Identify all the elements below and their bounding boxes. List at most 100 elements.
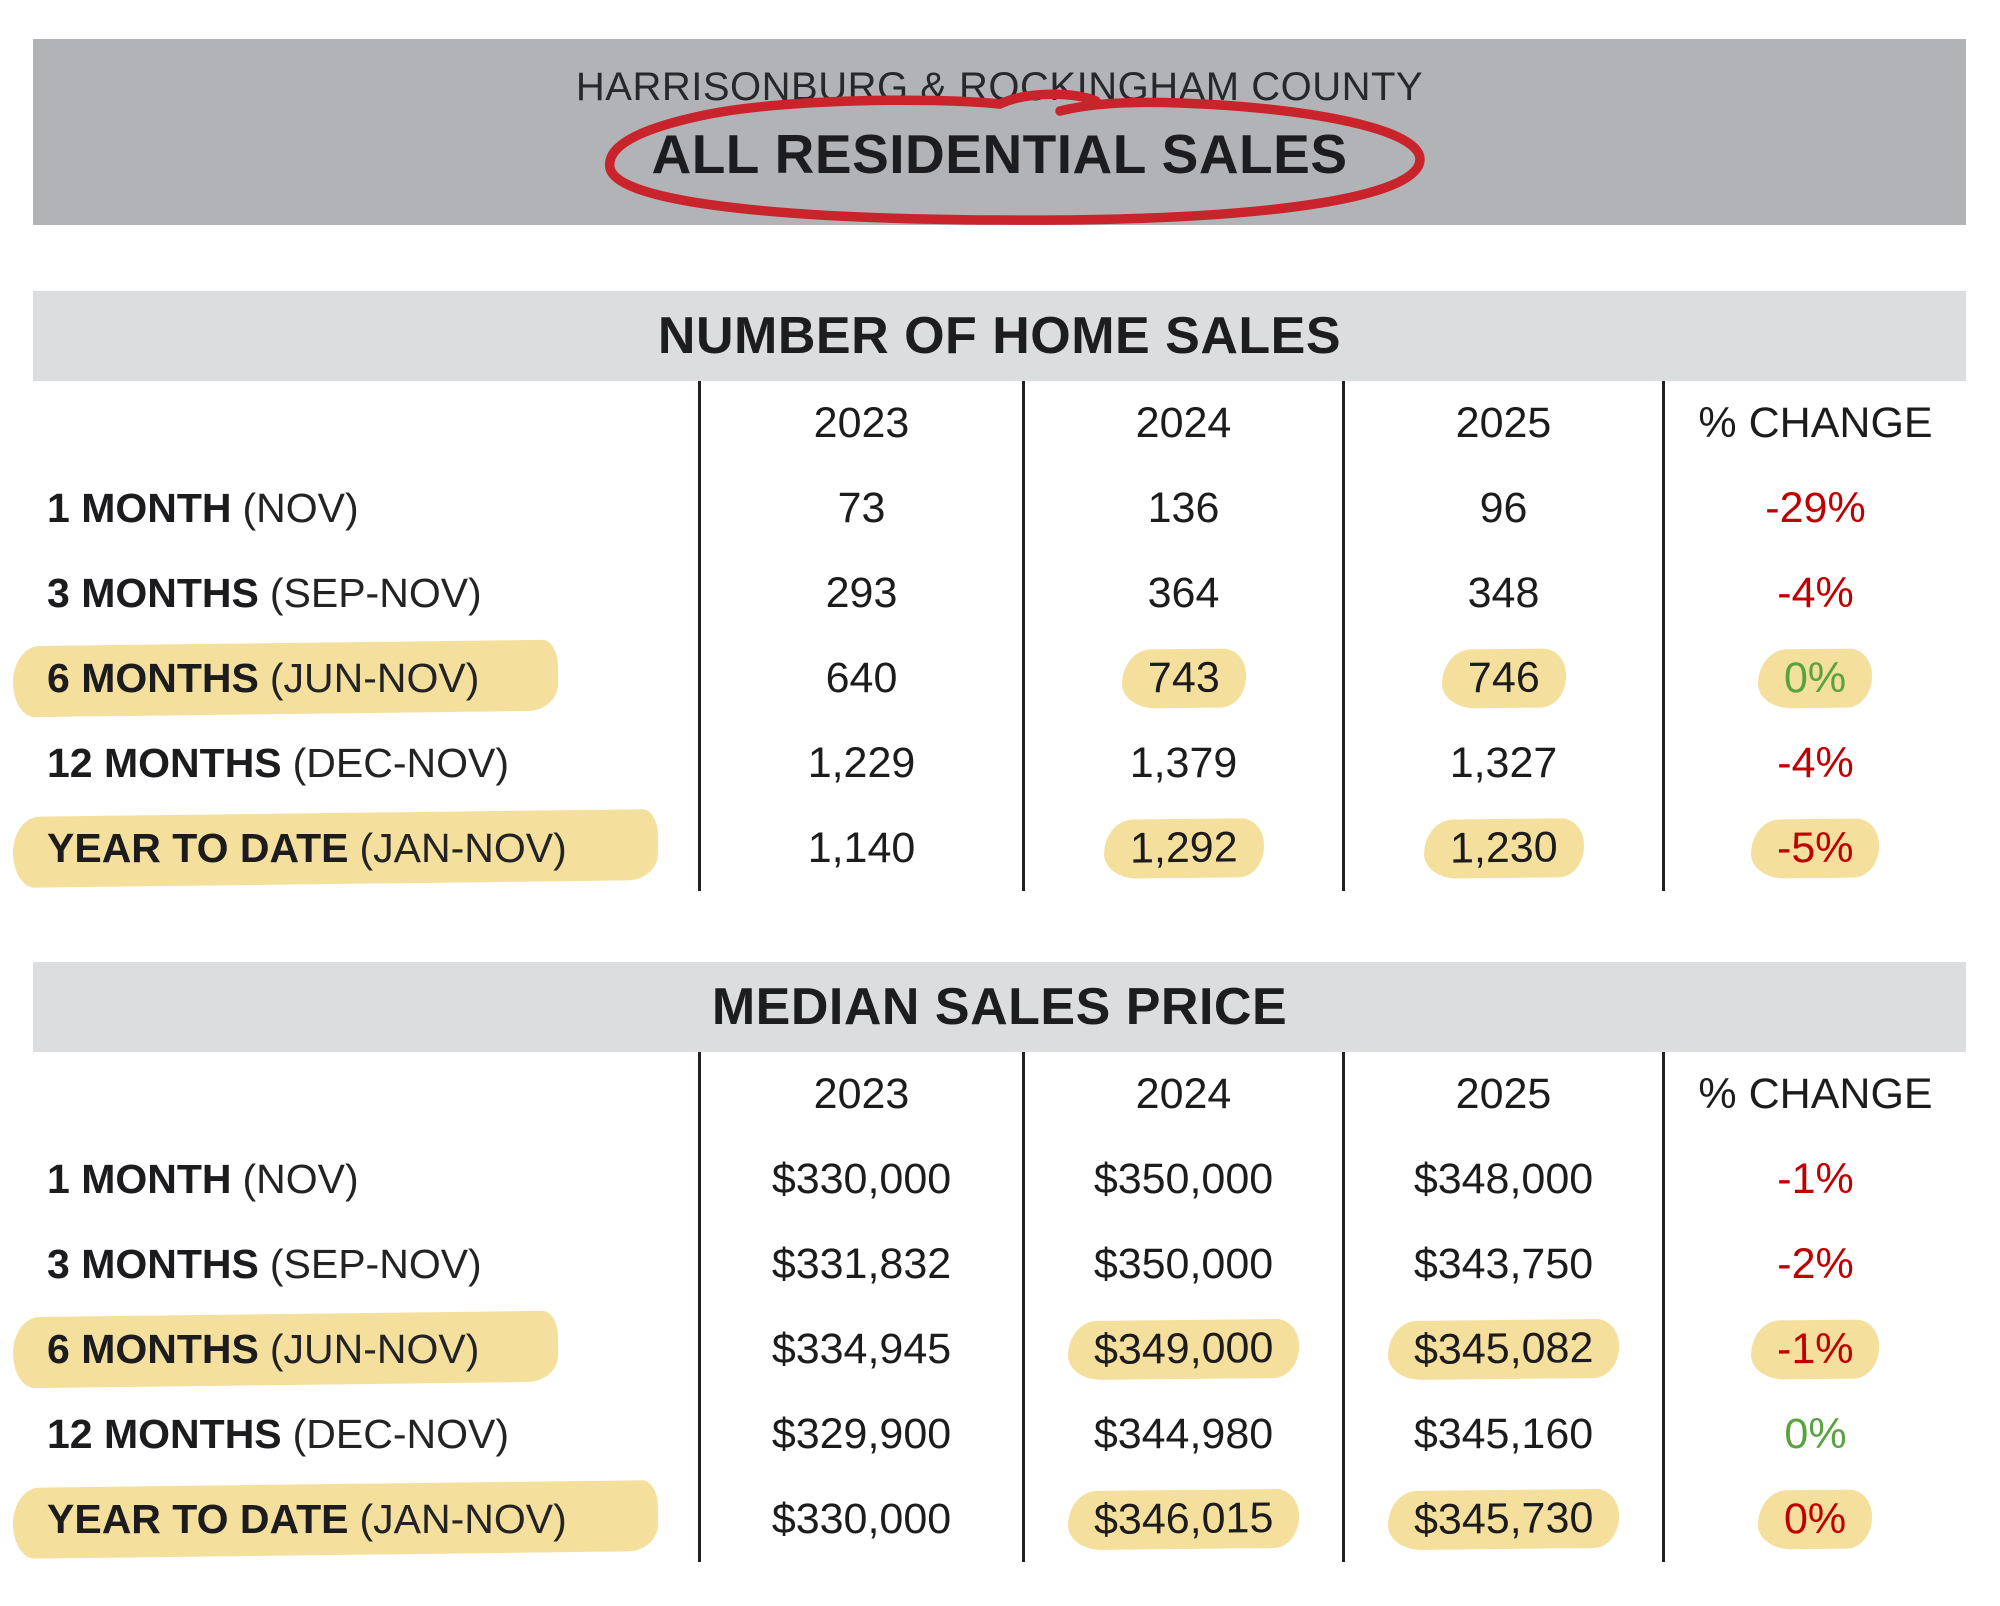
- table2-corner-cell: [33, 1052, 698, 1137]
- period-range: (SEP-NOV): [269, 1241, 482, 1287]
- highlight-mark: 743: [1121, 648, 1246, 709]
- period-range: (DEC-NOV): [292, 1411, 510, 1457]
- table2-cell-2025: $343,750: [1342, 1222, 1662, 1307]
- table2-cell-2024: $350,000: [1022, 1137, 1342, 1222]
- highlight-mark: $345,730: [1387, 1488, 1620, 1551]
- period-range: (JAN-NOV): [359, 1496, 567, 1542]
- table1-cell-2023: 1,229: [698, 721, 1022, 806]
- table1-row-label: 3 MONTHS (SEP-NOV): [33, 551, 698, 636]
- table1-cell-2023: 293: [698, 551, 1022, 636]
- table1-row-label-highlighted: 6 MONTHS (JUN-NOV): [33, 636, 698, 721]
- table2-cell-2023: $330,000: [698, 1137, 1022, 1222]
- table2-col-2025: 2025: [1342, 1052, 1662, 1137]
- highlight-mark: $345,082: [1387, 1318, 1620, 1381]
- table1-cell-change: -5%: [1662, 806, 1966, 891]
- table2-col-2023: 2023: [698, 1052, 1022, 1137]
- table2-cell-2024: $350,000: [1022, 1222, 1342, 1307]
- highlight-mark: 1,230: [1423, 818, 1584, 879]
- table1-cell-change: 0%: [1662, 636, 1966, 721]
- period-range: (NOV): [242, 485, 359, 531]
- table2-cell-change: 0%: [1662, 1477, 1966, 1562]
- table1-corner-cell: [33, 381, 698, 466]
- highlight-mark: 746: [1441, 648, 1566, 709]
- table1-cell-2024: 743: [1022, 636, 1342, 721]
- table2-row-label: 12 MONTHS (DEC-NOV): [33, 1392, 698, 1477]
- table2-cell-change: -1%: [1662, 1307, 1966, 1392]
- table-number-of-home-sales: NUMBER OF HOME SALES 2023 2024 2025 % CH…: [33, 291, 1966, 891]
- period-range: (SEP-NOV): [269, 570, 482, 616]
- table1-row-label: 1 MONTH (NOV): [33, 466, 698, 551]
- period-range: (NOV): [242, 1156, 359, 1202]
- header-county-title: HARRISONBURG & ROCKINGHAM COUNTY: [575, 65, 1424, 109]
- table1-cell-2025: 1,230: [1342, 806, 1662, 891]
- table1-col-2025: 2025: [1342, 381, 1662, 466]
- table2-cell-2024: $344,980: [1022, 1392, 1342, 1477]
- table1-cell-2023: 1,140: [698, 806, 1022, 891]
- period-label: 3 MONTHS: [47, 570, 259, 616]
- period-label: YEAR TO DATE: [47, 825, 349, 871]
- period-range: (JAN-NOV): [359, 825, 567, 871]
- table2-cell-2025: $345,082: [1342, 1307, 1662, 1392]
- table2-col-change: % CHANGE: [1662, 1052, 1966, 1137]
- table1-cell-2024: 136: [1022, 466, 1342, 551]
- highlight-mark: $349,000: [1067, 1318, 1300, 1381]
- period-label: 6 MONTHS: [47, 655, 259, 701]
- table2-col-2024: 2024: [1022, 1052, 1342, 1137]
- table1-col-2023: 2023: [698, 381, 1022, 466]
- period-label: 1 MONTH: [47, 485, 232, 531]
- table2-title: MEDIAN SALES PRICE: [33, 962, 1966, 1052]
- table2-cell-2025: $345,730: [1342, 1477, 1662, 1562]
- highlight-mark: $346,015: [1067, 1488, 1300, 1551]
- table1-cell-change: -4%: [1662, 721, 1966, 806]
- highlight-mark: 0%: [1758, 1489, 1873, 1550]
- table1-cell-2023: 640: [698, 636, 1022, 721]
- period-label: 6 MONTHS: [47, 1326, 259, 1372]
- table1-cell-change: -4%: [1662, 551, 1966, 636]
- period-range: (JUN-NOV): [269, 1326, 480, 1372]
- table2-row-label-highlighted: YEAR TO DATE (JAN-NOV): [33, 1477, 698, 1562]
- table2-cell-2023: $329,900: [698, 1392, 1022, 1477]
- table1-cell-2025: 1,327: [1342, 721, 1662, 806]
- table1-cell-2023: 73: [698, 466, 1022, 551]
- table1-cell-change: -29%: [1662, 466, 1966, 551]
- period-range: (JUN-NOV): [269, 655, 480, 701]
- period-label: 12 MONTHS: [47, 1411, 282, 1457]
- period-label: YEAR TO DATE: [47, 1496, 349, 1542]
- table1-row-label-highlighted: YEAR TO DATE (JAN-NOV): [33, 806, 698, 891]
- table2-cell-change: -1%: [1662, 1137, 1966, 1222]
- table1-row-label: 12 MONTHS (DEC-NOV): [33, 721, 698, 806]
- table2-cell-2023: $330,000: [698, 1477, 1022, 1562]
- highlight-mark: 0%: [1758, 648, 1873, 709]
- table2-cell-2025: $348,000: [1342, 1137, 1662, 1222]
- table1-title: NUMBER OF HOME SALES: [33, 291, 1966, 381]
- period-range: (DEC-NOV): [292, 740, 510, 786]
- highlight-mark: -1%: [1750, 1319, 1881, 1380]
- table1-cell-2025: 96: [1342, 466, 1662, 551]
- header-report-title: ALL RESIDENTIAL SALES: [651, 123, 1348, 185]
- period-label: 3 MONTHS: [47, 1241, 259, 1287]
- period-label: 12 MONTHS: [47, 740, 282, 786]
- table1-cell-2025: 746: [1342, 636, 1662, 721]
- highlight-mark: -5%: [1750, 818, 1881, 879]
- table1-cell-2025: 348: [1342, 551, 1662, 636]
- table2-cell-2023: $334,945: [698, 1307, 1022, 1392]
- table1-col-change: % CHANGE: [1662, 381, 1966, 466]
- period-label: 1 MONTH: [47, 1156, 232, 1202]
- highlight-mark: 1,292: [1103, 818, 1264, 879]
- table2-cell-2024: $346,015: [1022, 1477, 1342, 1562]
- header-band: HARRISONBURG & ROCKINGHAM COUNTY ALL RES…: [33, 39, 1966, 225]
- table1-col-2024: 2024: [1022, 381, 1342, 466]
- table1-cell-2024: 1,379: [1022, 721, 1342, 806]
- table2-row-label-highlighted: 6 MONTHS (JUN-NOV): [33, 1307, 698, 1392]
- table2-row-label: 1 MONTH (NOV): [33, 1137, 698, 1222]
- table1-cell-2024: 1,292: [1022, 806, 1342, 891]
- table2-cell-2024: $349,000: [1022, 1307, 1342, 1392]
- table-median-sales-price: MEDIAN SALES PRICE 2023 2024 2025 % CHAN…: [33, 962, 1966, 1562]
- table2-row-label: 3 MONTHS (SEP-NOV): [33, 1222, 698, 1307]
- table2-cell-change: -2%: [1662, 1222, 1966, 1307]
- table2-cell-2023: $331,832: [698, 1222, 1022, 1307]
- table1-cell-2024: 364: [1022, 551, 1342, 636]
- table2-cell-2025: $345,160: [1342, 1392, 1662, 1477]
- table2-cell-change: 0%: [1662, 1392, 1966, 1477]
